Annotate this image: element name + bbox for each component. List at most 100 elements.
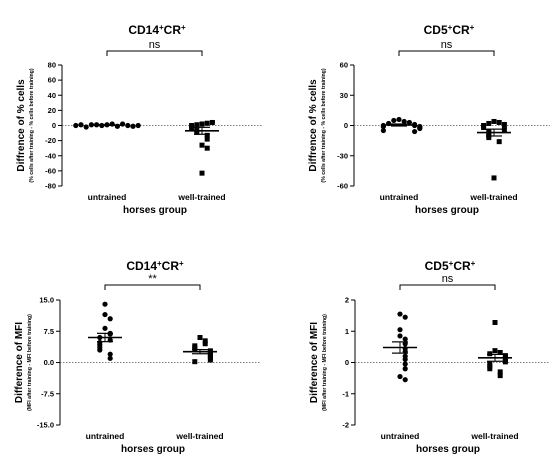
data-point — [78, 122, 84, 128]
data-point — [492, 320, 498, 325]
y-tick-label: 80 — [48, 61, 56, 70]
x-axis-label: horses group — [123, 205, 187, 216]
x-category-label: untrained — [88, 192, 127, 202]
data-point — [497, 369, 503, 375]
y-tick-label: -15.0 — [37, 421, 54, 430]
y-tick-label: 60 — [340, 61, 348, 70]
y-tick-label: -30 — [337, 151, 348, 160]
title-part: CR — [452, 23, 470, 37]
data-point — [102, 325, 108, 331]
y-tick-label: 1 — [345, 327, 349, 336]
data-point — [73, 122, 79, 129]
data-point — [502, 359, 508, 365]
data-point — [83, 124, 89, 130]
significance-label: ns — [442, 273, 454, 285]
significance-bracket — [399, 284, 496, 290]
y-tick-label: -80 — [45, 182, 56, 191]
data-point — [497, 350, 503, 355]
data-point — [501, 121, 507, 127]
title-sup: + — [157, 259, 162, 268]
y-tick-label: 15.0 — [39, 296, 54, 305]
data-point — [97, 347, 103, 353]
data-point — [204, 120, 210, 126]
chart-title: CD5+CR+ — [425, 259, 476, 273]
y-tick-label: 7.5 — [44, 327, 54, 336]
data-point — [402, 361, 408, 367]
chart-title: CD14+CR+ — [128, 23, 186, 37]
data-point — [202, 338, 208, 344]
x-category-label: well-trained — [177, 192, 225, 202]
x-category-label: well-trained — [470, 431, 518, 441]
y-tick-label: -20 — [45, 136, 56, 145]
y-axis-sublabel: (% cells after training - % cells before… — [29, 68, 35, 182]
data-point — [487, 366, 493, 372]
data-point — [204, 145, 210, 151]
y-axis-sublabel: (MFI after training - MFI before trainin… — [27, 314, 33, 411]
y-tick-label: -7.5 — [41, 389, 54, 398]
data-point — [402, 336, 408, 342]
y-tick-label: 0.0 — [44, 358, 54, 367]
data-point — [497, 373, 503, 379]
y-tick-label: 20 — [48, 106, 56, 115]
y-tick-label: -2 — [342, 421, 349, 430]
title-part: CR — [453, 259, 471, 273]
title-part: CD5 — [425, 259, 449, 273]
data-point — [107, 331, 113, 337]
data-point — [402, 356, 408, 362]
data-point — [396, 116, 402, 123]
data-point — [107, 316, 113, 322]
data-point — [189, 125, 195, 131]
title-sup: + — [448, 23, 453, 32]
data-point — [402, 377, 408, 383]
y-axis-label: Difference of MFI — [14, 322, 25, 403]
data-point — [487, 351, 493, 357]
data-point — [102, 311, 108, 318]
data-point — [204, 132, 210, 138]
data-point — [199, 121, 205, 127]
data-point — [209, 119, 215, 125]
y-tick-label: 0 — [52, 121, 56, 130]
significance-label: ns — [149, 39, 161, 51]
y-axis-label: Diffrence of % cells — [308, 79, 319, 172]
data-point — [107, 351, 113, 357]
data-point — [486, 135, 492, 141]
y-tick-label: -60 — [45, 166, 56, 175]
y-tick-label: 2 — [345, 296, 349, 305]
data-point — [501, 127, 507, 133]
data-point — [202, 341, 208, 347]
data-point — [199, 170, 205, 176]
x-axis-label: horses group — [416, 444, 480, 455]
panel-a: CD14+CR+ -80 -60 -40 -20 0 20 40 60 80 untrained we… — [16, 23, 262, 216]
y-tick-label: 40 — [48, 91, 56, 100]
chart-title: CD5+CR+ — [424, 23, 475, 37]
title-part: CD14 — [126, 259, 157, 273]
data-point — [192, 359, 198, 365]
data-point — [412, 128, 418, 135]
data-point — [194, 129, 200, 135]
y-axis-label: Diffrence of % cells — [16, 79, 27, 172]
y-axis-label: Difference of MFI — [309, 322, 320, 403]
title-part: CD5 — [424, 23, 448, 37]
data-point — [496, 139, 502, 145]
data-point — [492, 348, 498, 354]
data-point — [402, 366, 408, 372]
data-point — [199, 142, 205, 148]
title-sup: + — [181, 23, 186, 32]
data-point — [397, 333, 403, 339]
x-category-label: untrained — [380, 192, 419, 202]
y-tick-label: 60 — [48, 76, 56, 85]
x-category-label: untrained — [86, 431, 125, 441]
y-tick-label: -40 — [45, 151, 56, 160]
significance-label: ** — [148, 273, 157, 285]
data-point — [486, 120, 492, 126]
data-point — [125, 122, 131, 129]
y-tick-label: 30 — [340, 91, 348, 100]
x-category-label: well-trained — [469, 192, 517, 202]
data-point — [406, 119, 412, 126]
data-point — [397, 373, 403, 380]
data-point — [197, 335, 203, 340]
